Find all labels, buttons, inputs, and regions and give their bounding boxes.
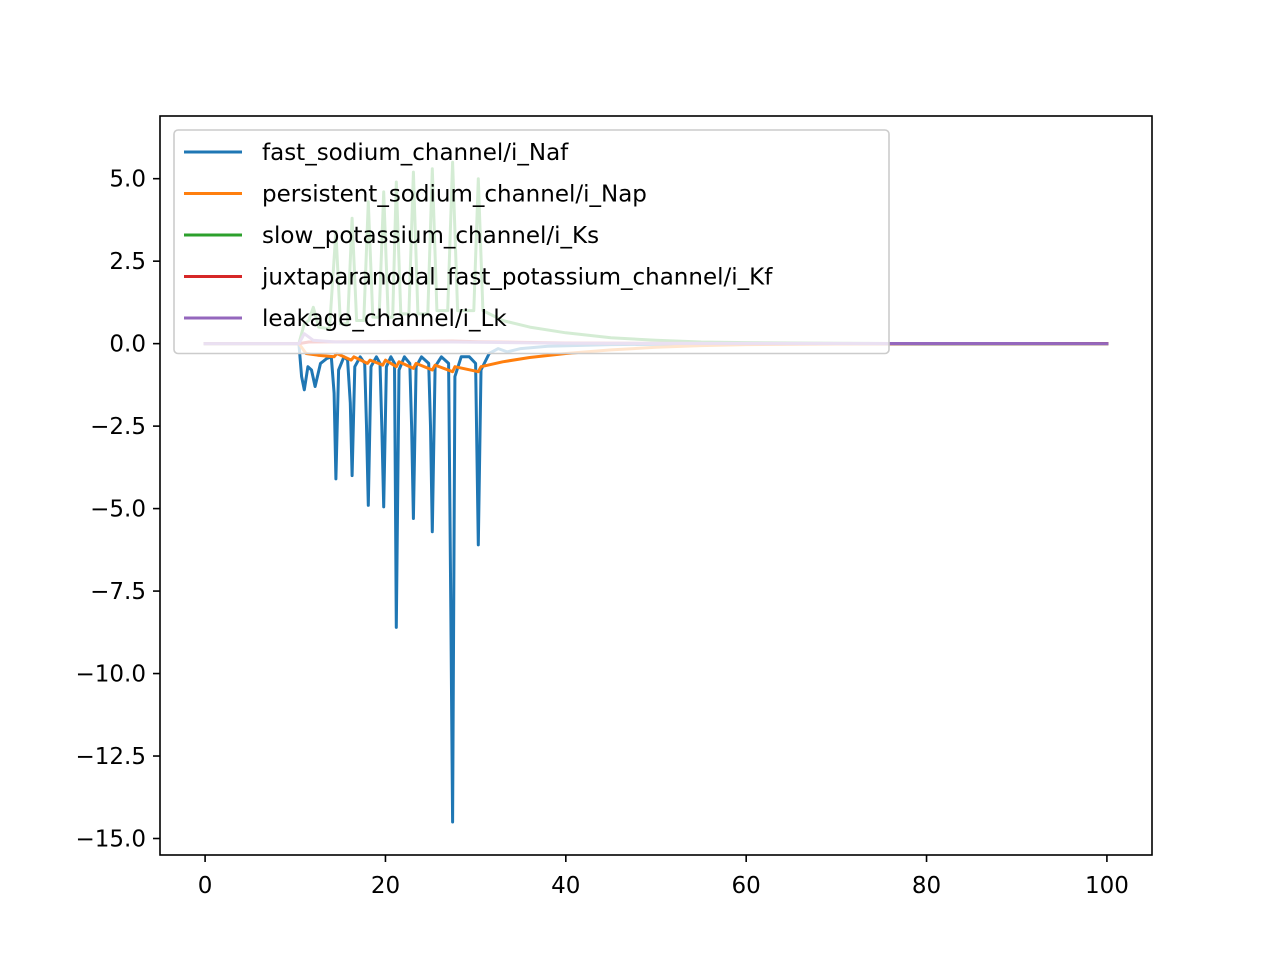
legend-label: persistent_sodium_channel/i_Nap: [262, 182, 647, 208]
x-tick-label: 0: [198, 873, 213, 899]
y-tick-label: −15.0: [76, 827, 146, 853]
legend-label: slow_potassium_channel/i_Ks: [262, 223, 599, 249]
y-tick-label: 5.0: [109, 167, 146, 193]
x-tick-label: 80: [912, 873, 941, 899]
x-tick-label: 60: [732, 873, 761, 899]
x-axis: 0 20 40 60 80 100: [198, 855, 1129, 899]
y-tick-label: −5.0: [90, 497, 146, 523]
legend: fast_sodium_channel/i_Naf persistent_sodi…: [173, 129, 890, 355]
y-tick-label: −12.5: [76, 744, 146, 770]
y-axis: 5.0 2.5 0.0 −2.5 −5.0 −7.5 −10.0 −12.5 −15.0: [76, 167, 160, 853]
x-tick-label: 20: [371, 873, 400, 899]
y-tick-label: 2.5: [109, 249, 146, 275]
x-tick-label: 40: [551, 873, 580, 899]
y-tick-label: −10.0: [76, 662, 146, 688]
y-tick-label: 0.0: [109, 332, 146, 358]
legend-label: leakage_channel/i_Lk: [262, 306, 507, 332]
plot-frame: [159, 115, 1153, 856]
x-tick-label: 100: [1085, 873, 1129, 899]
y-tick-label: −7.5: [90, 579, 146, 605]
y-tick-label: −2.5: [90, 414, 146, 440]
legend-box: [173, 129, 890, 355]
series-line-0: [203, 342, 1109, 824]
legend-label: juxtaparanodal_fast_potassium_channel/i_…: [261, 265, 773, 291]
legend-label: fast_sodium_channel/i_Naf: [262, 140, 569, 166]
